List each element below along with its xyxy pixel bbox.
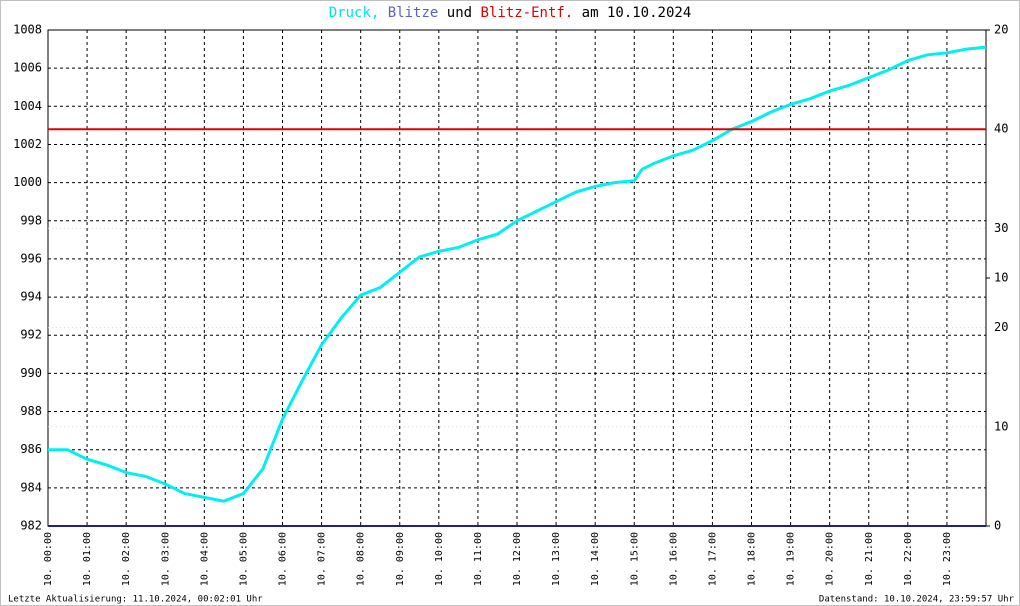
footer-left: Letzte Aktualisierung: 11.10.2024, 00:02… [8,595,263,605]
x-tick-label: 10. 11:00 [473,532,484,586]
y-tick-label: 982 [20,519,42,533]
y-tick-label: 1002 [13,137,42,151]
x-tick-label: 10. 18:00 [747,532,758,586]
x-tick-label: 10. 09:00 [395,532,406,586]
x-tick-label: 10. 22:00 [903,532,914,586]
y-tick-label: 994 [20,290,42,304]
x-tick-label: 10. 06:00 [278,532,289,586]
y-tick-label: 1006 [13,61,42,75]
y-tick-label: 990 [20,366,42,380]
y3-tick-label: 30 [994,221,1008,235]
y2-tick-label: 20 [994,23,1008,37]
x-tick-label: 10. 13:00 [551,532,562,586]
y-tick-label: 984 [20,480,42,494]
y-tick-label: 988 [20,404,42,418]
y-tick-label: 1000 [13,175,42,189]
y-tick-label: 986 [20,442,42,456]
x-tick-label: 10. 21:00 [864,532,875,586]
title-part: am 10.10.2024 [582,5,692,21]
x-tick-label: 10. 04:00 [199,532,210,586]
x-tick-label: 10. 12:00 [512,532,523,586]
chart-title: Druck, Blitze und Blitz-Entf. am 10.10.2… [329,5,692,21]
x-tick-label: 10. 19:00 [786,532,797,586]
y2-tick-label: 0 [994,519,1001,533]
x-tick-label: 10. 01:00 [82,532,93,586]
title-part: Blitz-Entf. [481,5,574,21]
y-tick-label: 1004 [13,99,42,113]
y3-tick-label: 40 [994,122,1008,136]
x-tick-label: 10. 03:00 [160,532,171,586]
y-tick-label: 996 [20,251,42,265]
x-tick-label: 10. 17:00 [707,532,718,586]
y3-tick-label: 10 [994,419,1008,433]
y-tick-label: 1008 [13,23,42,37]
y3-tick-label: 20 [994,320,1008,334]
title-part: und [447,5,472,21]
title-part: Druck, [329,5,380,21]
footer-right: Datenstand: 10.10.2024, 23:59:57 Uhr [819,595,1015,605]
x-tick-label: 10. 05:00 [238,532,249,586]
x-tick-label: 10. 15:00 [629,532,640,586]
x-tick-label: 10. 20:00 [825,532,836,586]
y-tick-label: 992 [20,328,42,342]
series-line [48,45,987,503]
x-tick-label: 10. 02:00 [121,532,132,586]
x-tick-label: 10. 00:00 [43,532,54,586]
x-tick-label: 10. 14:00 [590,532,601,586]
x-tick-label: 10. 08:00 [356,532,367,586]
title-part: Blitze [388,5,439,21]
y-tick-label: 998 [20,213,42,227]
x-tick-label: 10. 16:00 [668,532,679,586]
y2-tick-label: 10 [994,271,1008,285]
x-tick-label: 10. 10:00 [434,532,445,586]
x-tick-label: 10. 23:00 [942,532,953,586]
x-tick-label: 10. 07:00 [317,532,328,586]
